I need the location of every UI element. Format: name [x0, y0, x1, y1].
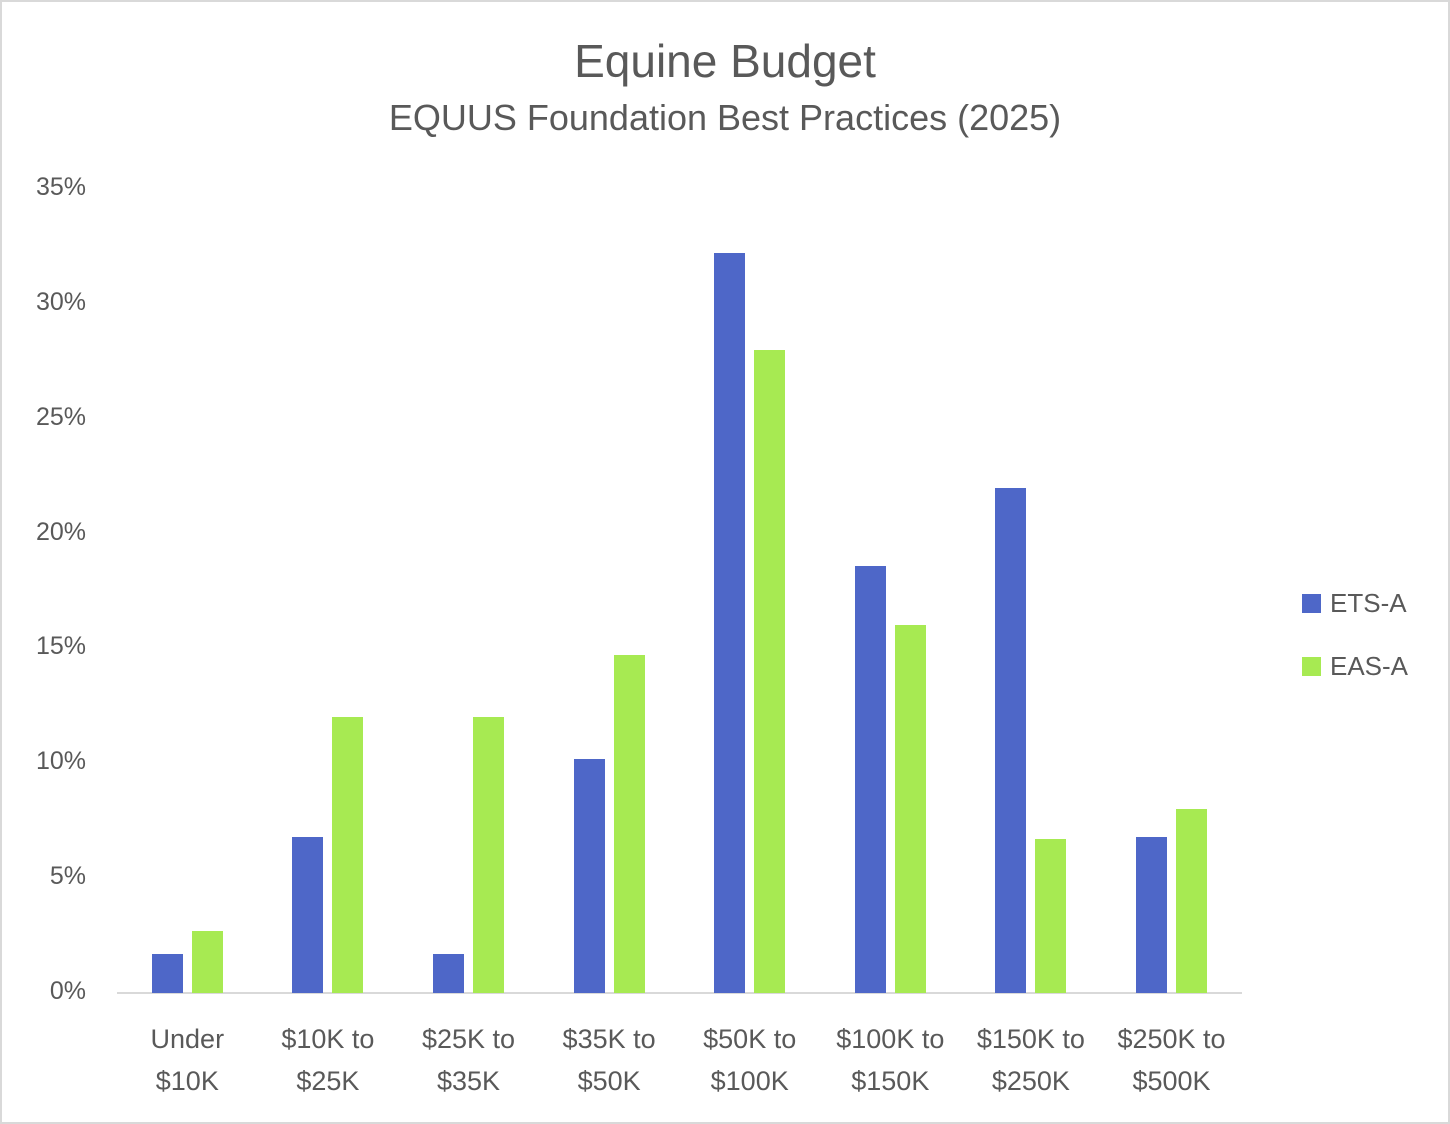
- bar-ets-a-6[interactable]: [995, 487, 1027, 993]
- y-tick-label: 10%: [35, 747, 86, 776]
- legend-swatch-eas-a: [1302, 656, 1321, 676]
- chart-title: Equine Budget: [574, 35, 876, 87]
- x-tick-label: $100K to $150K: [820, 1018, 960, 1102]
- x-tick-label-line2: $35K: [436, 1066, 501, 1096]
- x-tick-label: $150K to $250K: [961, 1018, 1101, 1102]
- x-tick-label-line2: $100K: [710, 1066, 789, 1096]
- bar-eas-a-4[interactable]: [754, 349, 786, 993]
- bar-ets-a-7[interactable]: [1136, 836, 1167, 993]
- legend-label: EAS-A: [1330, 650, 1409, 681]
- bar-ets-a-3[interactable]: [573, 758, 605, 993]
- bar-eas-a-6[interactable]: [1035, 839, 1067, 993]
- x-tick-label-line1: $250K to: [1117, 1024, 1226, 1054]
- bar-eas-a-3[interactable]: [613, 655, 645, 993]
- x-tick-label-line1: $35K to: [562, 1024, 656, 1054]
- bar-ets-a-0[interactable]: [151, 953, 183, 993]
- y-tick-label: 30%: [35, 287, 86, 316]
- bar-ets-a-1[interactable]: [292, 836, 324, 993]
- x-axis-line: [117, 992, 1242, 994]
- chart-subtitle: EQUUS Foundation Best Practices (2025): [388, 97, 1062, 138]
- y-tick-label: 35%: [35, 173, 86, 201]
- x-tick-label: $35K to $50K: [539, 1018, 679, 1102]
- bar-eas-a-5[interactable]: [894, 625, 926, 993]
- x-tick-label-line2: $50K: [577, 1066, 641, 1096]
- x-tick-label: $25K to $35K: [399, 1018, 539, 1102]
- bar-eas-a-2[interactable]: [473, 717, 504, 993]
- x-tick-label-line2: $500K: [1132, 1066, 1211, 1096]
- x-tick-label-line1: $100K to: [836, 1024, 945, 1054]
- x-tick-label-line2: $250K: [991, 1066, 1070, 1096]
- x-tick-label-line2: $10K: [155, 1066, 219, 1096]
- y-tick-label: 0%: [49, 977, 86, 1005]
- x-tick-label: $10K to $25K: [258, 1018, 398, 1102]
- legend: ETS-A EAS-A: [1302, 587, 1408, 713]
- y-tick-label: 15%: [35, 632, 86, 661]
- x-tick-label-line1: $50K to: [703, 1024, 797, 1054]
- bar-eas-a-1[interactable]: [332, 717, 364, 993]
- bar-eas-a-0[interactable]: [191, 930, 223, 993]
- legend-item-eas-a[interactable]: EAS-A: [1302, 650, 1408, 682]
- bar-eas-a-7[interactable]: [1176, 809, 1207, 993]
- x-tick-label-line2: $150K: [851, 1066, 930, 1096]
- bar-ets-a-4[interactable]: [714, 253, 746, 993]
- x-tick-label-line1: $150K to: [976, 1024, 1085, 1054]
- x-tick-label-line2: $25K: [296, 1066, 360, 1096]
- x-tick-label: $250K to $500K: [1102, 1018, 1242, 1102]
- y-tick-label: 25%: [35, 402, 86, 431]
- legend-label: ETS-A: [1330, 587, 1407, 618]
- bar-ets-a-5[interactable]: [854, 565, 886, 993]
- y-tick-label: 20%: [35, 517, 86, 546]
- bar-ets-a-2[interactable]: [433, 953, 464, 993]
- x-tick-label-line1: Under: [150, 1024, 225, 1054]
- y-tick-label: 5%: [49, 862, 86, 891]
- x-tick-label: $50K to $100K: [680, 1018, 820, 1102]
- x-tick-label-line1: $25K to: [421, 1024, 516, 1054]
- x-tick-label: Under $10K: [117, 1018, 257, 1102]
- legend-item-ets-a[interactable]: ETS-A: [1302, 587, 1408, 619]
- legend-swatch-ets-a: [1302, 593, 1321, 613]
- x-tick-label-line1: $10K to: [281, 1024, 375, 1054]
